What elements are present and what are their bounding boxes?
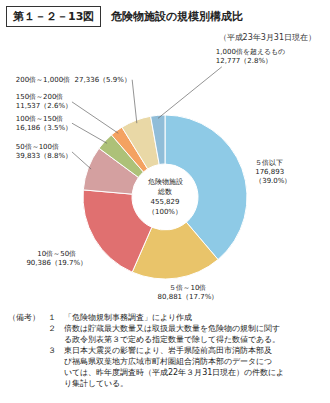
html-text:る政令別表第３で定める指定数量で除して得た数値である。: る政令別表第３で定める指定数量で除して得た数値である。 [8,335,280,344]
svg-text:50倍～100倍39,833（8.8%）: 50倍～100倍39,833（8.8%） [16,143,72,160]
svg-text:10倍～50倍90,386（19.7%）: 10倍～50倍90,386（19.7%） [26,250,87,267]
html-text:３ 東日本大震災の影響により、岩手県陸前高田市消防本部及: ３ 東日本大震災の影響により、岩手県陸前高田市消防本部及 [8,346,272,355]
html-text:（平成23年3月31日現在）: （平成23年3月31日現在） [218,33,316,42]
html-text:り集計している。: り集計している。 [8,379,128,388]
svg-text:200倍～1,000倍 27,336（5.9%）: 200倍～1,000倍 27,336（5.9%） [16,76,131,84]
html-text:いては、昨年度調査時（平成22年３月31日現在）の件数によ: いては、昨年度調査時（平成22年３月31日現在）の件数によ [8,368,285,377]
html-text:２ 倍数は貯蔵最大数量又は取扱最大数量を危険物の規制に関す: ２ 倍数は貯蔵最大数量又は取扱最大数量を危険物の規制に関す [8,324,280,333]
svg-text:100倍～150倍16,186（3.5%）: 100倍～150倍16,186（3.5%） [16,115,72,132]
svg-text:1,000倍を超えるもの12,777（2.8%）: 1,000倍を超えるもの12,777（2.8%） [216,48,285,65]
html-text:第１－２－13図: 第１－２－13図 [13,10,95,23]
svg-text:５倍以下176,893（39.0%）: ５倍以下176,893（39.0%） [255,159,291,185]
html-text:危険物施設 総数 455,829 （100%）: 危険物施設 総数 455,829 （100%） [147,178,183,216]
html-text:危険物施設の規模別構成比: 危険物施設の規模別構成比 [111,10,244,23]
svg-text:150倍～200倍11,537（2.6%）: 150倍～200倍11,537（2.6%） [16,93,72,110]
html-text:（備考） １ 「危険物規制事務調査」により作成: （備考） １ 「危険物規制事務調査」により作成 [8,313,192,322]
svg-text:５倍～10倍80,881（17.7%）: ５倍～10倍80,881（17.7%） [158,284,219,301]
html-text:び福島県双葉地方広域市町村圏組合消防本部のデータにつ: び福島県双葉地方広域市町村圏組合消防本部のデータにつ [8,357,272,366]
